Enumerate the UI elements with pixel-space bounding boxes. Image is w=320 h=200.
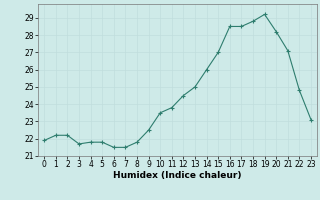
X-axis label: Humidex (Indice chaleur): Humidex (Indice chaleur) (113, 171, 242, 180)
